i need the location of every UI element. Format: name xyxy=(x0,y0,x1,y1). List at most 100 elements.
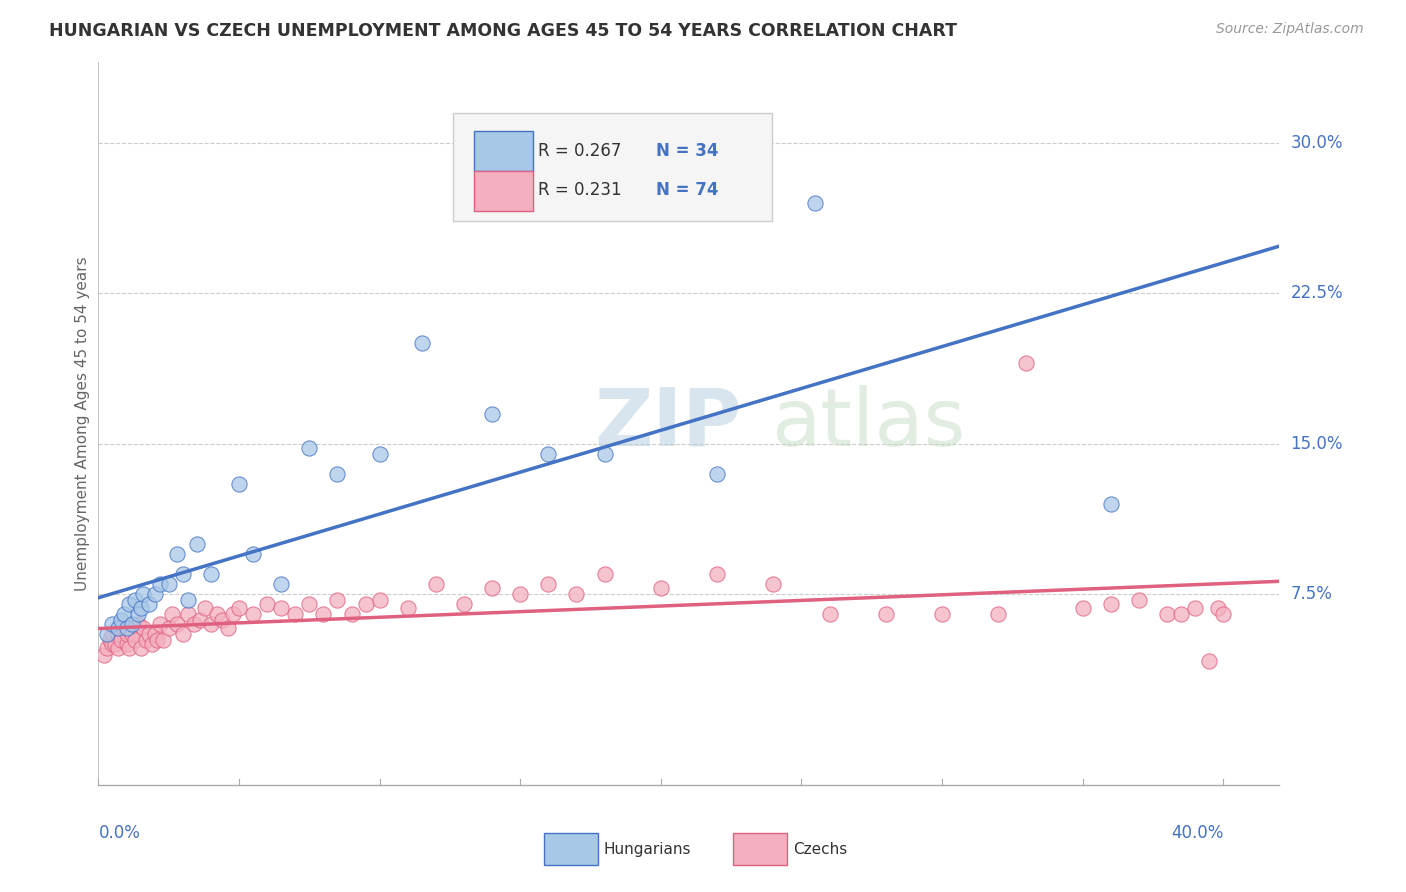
Point xyxy=(172,627,194,641)
Point xyxy=(804,196,827,211)
Point xyxy=(256,598,278,612)
Point xyxy=(368,593,391,607)
Point xyxy=(593,447,616,461)
Point xyxy=(217,621,239,635)
Point xyxy=(157,621,180,635)
Text: R = 0.231: R = 0.231 xyxy=(537,181,621,199)
Point xyxy=(104,637,127,651)
Point xyxy=(1015,356,1038,371)
Text: 40.0%: 40.0% xyxy=(1171,824,1223,842)
Point xyxy=(312,607,335,622)
Text: Hungarians: Hungarians xyxy=(605,842,692,857)
Point xyxy=(132,587,155,601)
Point xyxy=(650,582,672,596)
Text: N = 34: N = 34 xyxy=(655,142,718,160)
FancyBboxPatch shape xyxy=(733,833,787,865)
Point xyxy=(298,598,321,612)
Point xyxy=(127,617,149,632)
Text: 7.5%: 7.5% xyxy=(1291,585,1333,603)
Point xyxy=(143,587,166,601)
Point xyxy=(1099,497,1122,511)
Point xyxy=(425,577,447,591)
Point xyxy=(565,587,588,601)
Point xyxy=(762,577,785,591)
Point xyxy=(101,637,124,651)
Point xyxy=(270,601,292,615)
Point xyxy=(96,641,118,656)
Point xyxy=(987,607,1010,622)
Point xyxy=(101,627,124,641)
Point xyxy=(166,617,188,632)
Point xyxy=(124,633,146,648)
Point xyxy=(107,627,129,641)
Point xyxy=(115,627,138,641)
Point xyxy=(146,633,169,648)
Point xyxy=(242,607,264,622)
Text: atlas: atlas xyxy=(772,384,966,463)
Text: N = 74: N = 74 xyxy=(655,181,718,199)
Point xyxy=(135,633,157,648)
Point xyxy=(112,607,135,622)
Point xyxy=(411,336,433,351)
Point xyxy=(149,617,172,632)
Point xyxy=(1184,601,1206,615)
Point xyxy=(205,607,228,622)
Point xyxy=(110,614,132,628)
Point xyxy=(124,593,146,607)
Point xyxy=(127,607,149,622)
Text: 30.0%: 30.0% xyxy=(1291,134,1343,152)
Point xyxy=(326,467,349,481)
Point xyxy=(284,607,307,622)
FancyBboxPatch shape xyxy=(474,131,533,171)
Point xyxy=(177,607,200,622)
Point xyxy=(129,601,152,615)
Text: Source: ZipAtlas.com: Source: ZipAtlas.com xyxy=(1216,22,1364,37)
Point xyxy=(453,598,475,612)
Text: 0.0%: 0.0% xyxy=(98,824,141,842)
Point xyxy=(1170,607,1192,622)
Point xyxy=(152,633,174,648)
Point xyxy=(118,598,141,612)
Point xyxy=(138,627,160,641)
Point xyxy=(228,476,250,491)
Point xyxy=(107,621,129,635)
Point xyxy=(101,617,124,632)
Point xyxy=(1071,601,1094,615)
Point xyxy=(593,567,616,582)
Point xyxy=(396,601,419,615)
Point xyxy=(1206,601,1229,615)
FancyBboxPatch shape xyxy=(474,170,533,211)
Point xyxy=(818,607,841,622)
Point xyxy=(509,587,531,601)
Point xyxy=(93,648,115,662)
Point xyxy=(98,633,121,648)
FancyBboxPatch shape xyxy=(544,833,598,865)
Point xyxy=(118,641,141,656)
Point xyxy=(1099,598,1122,612)
Text: 15.0%: 15.0% xyxy=(1291,434,1343,453)
Point xyxy=(326,593,349,607)
Point xyxy=(96,627,118,641)
Point xyxy=(132,621,155,635)
Point xyxy=(242,547,264,561)
Point xyxy=(354,598,377,612)
Point xyxy=(166,547,188,561)
Point xyxy=(1156,607,1178,622)
Point xyxy=(141,637,163,651)
Point xyxy=(172,567,194,582)
Point xyxy=(537,577,560,591)
Point xyxy=(143,627,166,641)
Point xyxy=(537,447,560,461)
Text: Czechs: Czechs xyxy=(793,842,848,857)
Point xyxy=(340,607,363,622)
Y-axis label: Unemployment Among Ages 45 to 54 years: Unemployment Among Ages 45 to 54 years xyxy=(75,256,90,591)
Point xyxy=(157,577,180,591)
Point xyxy=(194,601,217,615)
Point xyxy=(115,621,138,635)
Point xyxy=(706,567,728,582)
Point xyxy=(121,627,143,641)
Text: R = 0.267: R = 0.267 xyxy=(537,142,621,160)
Point xyxy=(115,637,138,651)
Point xyxy=(481,407,503,421)
Point xyxy=(1198,653,1220,667)
